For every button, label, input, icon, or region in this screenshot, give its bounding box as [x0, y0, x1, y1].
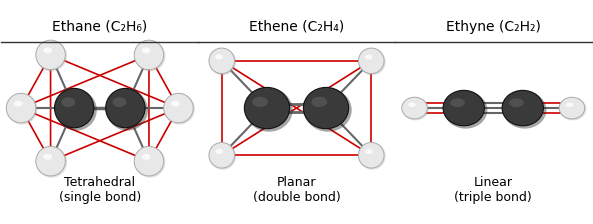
Ellipse shape — [502, 90, 543, 126]
Ellipse shape — [365, 54, 372, 60]
Ellipse shape — [55, 88, 94, 128]
Ellipse shape — [559, 98, 586, 121]
Ellipse shape — [215, 54, 223, 60]
Ellipse shape — [36, 146, 65, 176]
Ellipse shape — [566, 103, 573, 107]
Ellipse shape — [209, 143, 236, 170]
Ellipse shape — [215, 149, 223, 154]
Ellipse shape — [134, 40, 164, 70]
Text: Ethyne (C₂H₂): Ethyne (C₂H₂) — [446, 19, 541, 34]
Ellipse shape — [304, 88, 352, 132]
Ellipse shape — [443, 90, 484, 126]
Ellipse shape — [36, 147, 67, 178]
Text: Planar
(double bond): Planar (double bond) — [253, 177, 340, 205]
Ellipse shape — [359, 48, 385, 75]
Ellipse shape — [365, 149, 372, 154]
Ellipse shape — [245, 88, 293, 132]
Ellipse shape — [209, 48, 236, 75]
Ellipse shape — [559, 97, 585, 119]
Ellipse shape — [444, 91, 487, 129]
Ellipse shape — [7, 93, 36, 123]
Ellipse shape — [209, 142, 234, 168]
Ellipse shape — [142, 154, 151, 160]
Ellipse shape — [164, 93, 193, 123]
Ellipse shape — [14, 101, 23, 107]
Ellipse shape — [503, 91, 546, 129]
Ellipse shape — [142, 47, 151, 54]
Ellipse shape — [107, 89, 148, 131]
Ellipse shape — [359, 142, 384, 168]
Ellipse shape — [209, 48, 234, 74]
Ellipse shape — [402, 98, 429, 121]
Ellipse shape — [135, 147, 165, 178]
Ellipse shape — [7, 94, 37, 125]
Ellipse shape — [113, 97, 126, 107]
Text: Ethane (C₂H₆): Ethane (C₂H₆) — [52, 19, 148, 34]
Text: Linear
(triple bond): Linear (triple bond) — [454, 177, 532, 205]
Ellipse shape — [62, 97, 75, 107]
Ellipse shape — [359, 48, 384, 74]
Ellipse shape — [43, 154, 52, 160]
Ellipse shape — [244, 87, 289, 129]
Text: Tetrahedral
(single bond): Tetrahedral (single bond) — [59, 177, 141, 205]
Ellipse shape — [252, 97, 268, 107]
Ellipse shape — [106, 88, 145, 128]
Ellipse shape — [311, 97, 327, 107]
Ellipse shape — [408, 103, 416, 107]
Ellipse shape — [171, 101, 180, 107]
Ellipse shape — [36, 40, 65, 70]
Ellipse shape — [134, 146, 164, 176]
Ellipse shape — [401, 97, 428, 119]
Text: Ethene (C₂H₄): Ethene (C₂H₄) — [249, 19, 344, 34]
Ellipse shape — [450, 98, 465, 107]
Ellipse shape — [43, 47, 52, 54]
Ellipse shape — [56, 89, 97, 131]
Ellipse shape — [164, 94, 195, 125]
Ellipse shape — [509, 98, 524, 107]
Ellipse shape — [359, 143, 385, 170]
Ellipse shape — [304, 87, 349, 129]
Ellipse shape — [36, 41, 67, 71]
Ellipse shape — [135, 41, 165, 71]
